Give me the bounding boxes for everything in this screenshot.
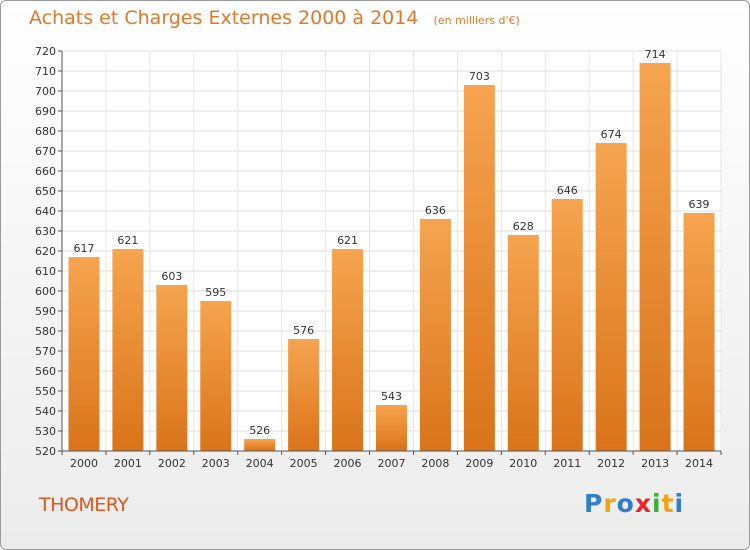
x-tick-label: 2002 (158, 457, 186, 470)
y-tick-label: 610 (35, 265, 56, 278)
y-tick-label: 520 (35, 445, 56, 458)
bar-2012 (595, 143, 627, 451)
bars (68, 63, 715, 451)
value-label-2009: 703 (469, 70, 490, 83)
bar-2005 (288, 339, 320, 451)
x-tick-label: 2005 (290, 457, 318, 470)
bar-2002 (156, 285, 188, 451)
logo-letter: o (616, 489, 635, 518)
value-label-2000: 617 (73, 242, 94, 255)
y-tick-label: 640 (35, 205, 56, 218)
bar-2006 (332, 249, 364, 451)
x-tick-label: 2004 (246, 457, 274, 470)
y-tick-label: 530 (35, 425, 56, 438)
y-tick-label: 650 (35, 185, 56, 198)
logo-letter: t (661, 489, 675, 518)
bar-2013 (639, 63, 671, 451)
y-tick-label: 670 (35, 145, 56, 158)
y-tick-label: 590 (35, 305, 56, 318)
x-tick-label: 2014 (685, 457, 713, 470)
y-tick-label: 580 (35, 325, 56, 338)
x-tick-label: 2000 (70, 457, 98, 470)
y-tick-label: 690 (35, 105, 56, 118)
bar-2001 (112, 249, 144, 451)
y-tick-label: 600 (35, 285, 56, 298)
value-label-2001: 621 (117, 234, 138, 247)
x-tick-label: 2010 (509, 457, 537, 470)
x-tick-label: 2006 (334, 457, 362, 470)
bar-2000 (68, 257, 100, 451)
x-tick-label: 2011 (553, 457, 581, 470)
bar-2003 (200, 301, 232, 451)
x-tick-label: 2008 (421, 457, 449, 470)
y-tick-label: 680 (35, 125, 56, 138)
value-label-2013: 714 (645, 48, 666, 61)
bar-2014 (683, 213, 715, 451)
value-label-2003: 595 (205, 286, 226, 299)
bar-2009 (463, 85, 495, 451)
y-tick-label: 540 (35, 405, 56, 418)
value-label-2004: 526 (249, 424, 270, 437)
value-label-2006: 621 (337, 234, 358, 247)
y-tick-label: 570 (35, 345, 56, 358)
title-line: Achats et Charges Externes 2000 à 2014 (… (29, 7, 520, 29)
bar-2010 (507, 235, 539, 451)
x-tick-label: 2009 (465, 457, 493, 470)
y-tick-label: 550 (35, 385, 56, 398)
value-label-2010: 628 (513, 220, 534, 233)
axes: 520 530 540 550 560 570 580 590 600 610 620 630 640 6… (35, 45, 722, 470)
value-label-2007: 543 (381, 390, 402, 403)
y-tick-label: 720 (35, 45, 56, 58)
proxiti-logo: Proxiti (584, 489, 684, 518)
logo-letter: i (652, 489, 662, 518)
y-tick-label: 620 (35, 245, 56, 258)
value-label-2008: 636 (425, 204, 446, 217)
value-label-2012: 674 (601, 128, 622, 141)
y-tick-label: 560 (35, 365, 56, 378)
bar-2004 (244, 439, 276, 451)
x-tick-label: 2001 (114, 457, 142, 470)
y-tick-label: 710 (35, 65, 56, 78)
logo-letter: i (674, 489, 685, 518)
bar-2007 (376, 405, 407, 451)
bar-2011 (551, 199, 583, 451)
labels: 617 621 603 595 526 576 621 543 636 703 628 646 674 7… (73, 48, 709, 437)
logo-letter: P (584, 489, 604, 518)
bar-2008 (419, 219, 451, 451)
x-tick-label: 2003 (202, 457, 230, 470)
value-label-2002: 603 (161, 270, 182, 283)
x-tick-label: 2013 (641, 457, 669, 470)
x-tick-label: 2007 (378, 457, 406, 470)
x-tick-label: 2012 (597, 457, 625, 470)
value-label-2014: 639 (689, 198, 710, 211)
y-tick-label: 660 (35, 165, 56, 178)
logo-letter: r (603, 489, 617, 518)
place-name: THOMERY (39, 494, 129, 516)
y-tick-label: 630 (35, 225, 56, 238)
value-label-2011: 646 (557, 184, 578, 197)
chart-title: Achats et Charges Externes 2000 à 2014 (29, 7, 419, 29)
y-tick-label: 700 (35, 85, 56, 98)
chart-unit-subtitle: (en milliers d'€) (433, 14, 520, 27)
value-label-2005: 576 (293, 324, 314, 337)
logo-letter: x (634, 489, 652, 518)
